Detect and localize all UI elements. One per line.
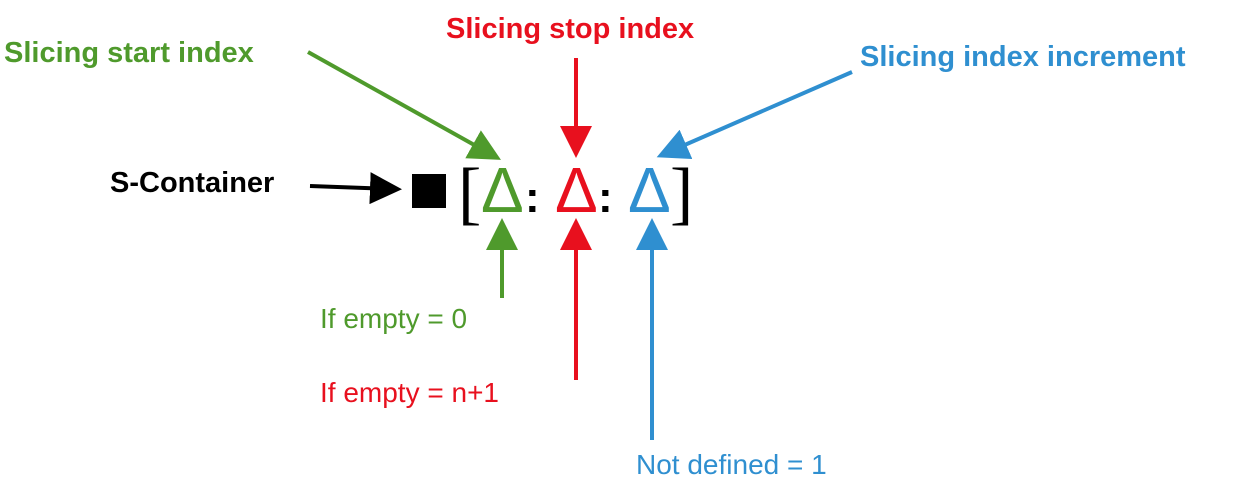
separator-colon-1: : bbox=[525, 173, 540, 222]
container-square-icon bbox=[412, 174, 446, 208]
stop-index-title: Slicing stop index bbox=[446, 13, 694, 45]
container-arrow bbox=[309, 172, 402, 205]
step-title-arrow bbox=[656, 70, 853, 160]
close-bracket: ] bbox=[670, 155, 693, 232]
open-bracket: [ bbox=[458, 155, 481, 232]
step-index-title: Slicing index increment bbox=[860, 41, 1186, 73]
container-label: S-Container bbox=[110, 167, 274, 199]
stop-delta-symbol: Δ bbox=[555, 154, 598, 226]
separator-colon-2: : bbox=[598, 173, 613, 222]
start-index-title: Slicing start index bbox=[4, 37, 254, 69]
step-default-label: Not defined = 1 bbox=[636, 449, 827, 480]
start-title-arrow bbox=[307, 50, 501, 160]
start-default-label: If empty = 0 bbox=[320, 303, 467, 334]
stop-default-label: If empty = n+1 bbox=[320, 377, 499, 408]
start-delta-symbol: Δ bbox=[481, 154, 524, 226]
step-delta-symbol: Δ bbox=[628, 154, 671, 226]
